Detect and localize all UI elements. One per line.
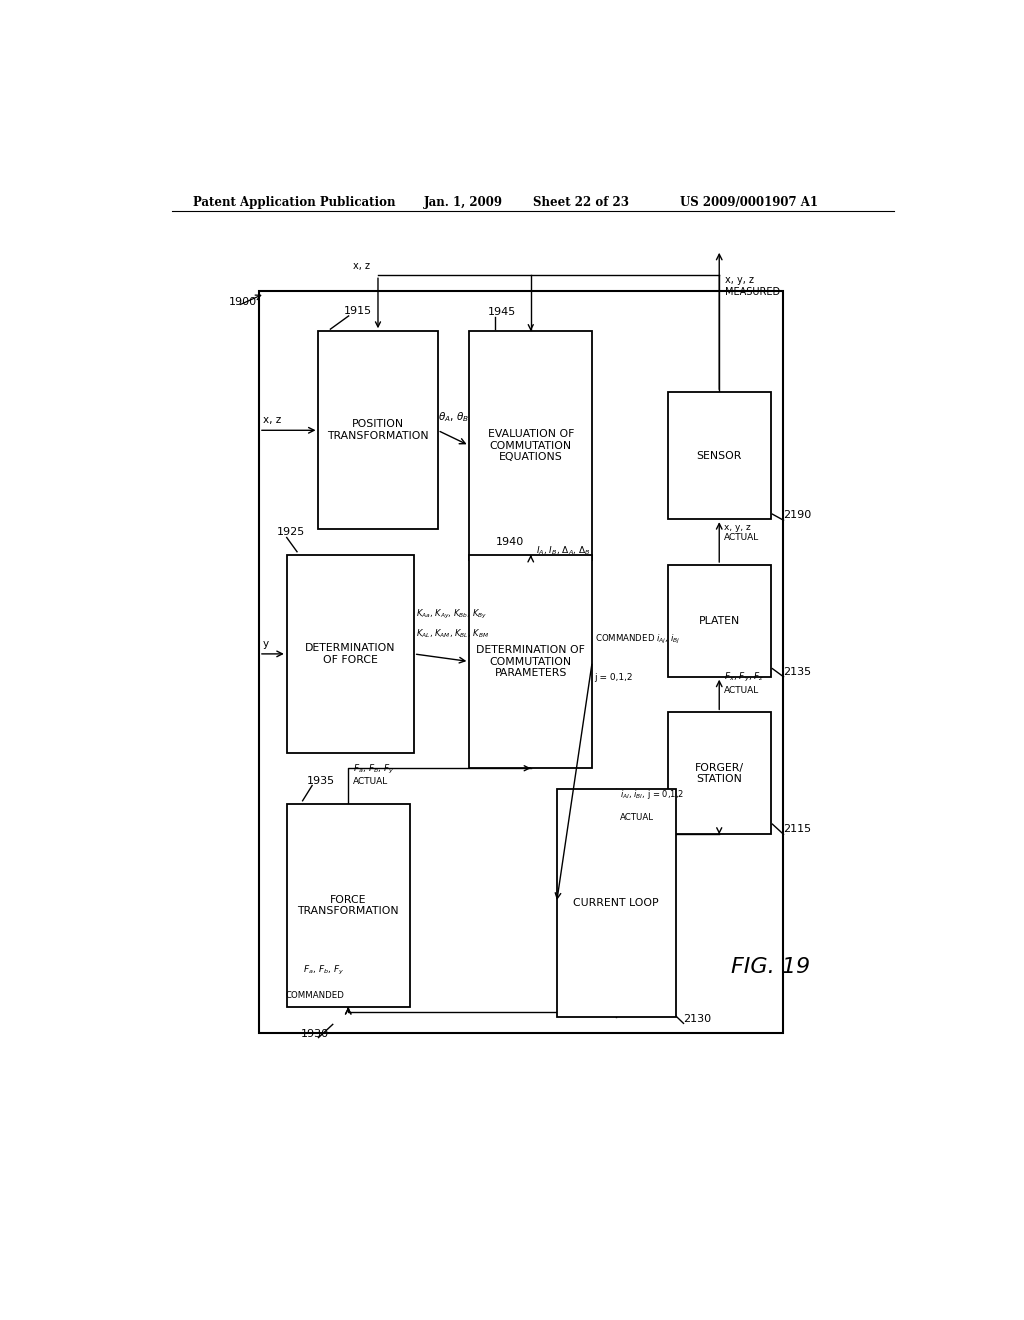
Bar xyxy=(287,804,410,1007)
Text: SENSOR: SENSOR xyxy=(696,450,742,461)
Text: 2115: 2115 xyxy=(783,824,812,834)
Text: DETERMINATION OF
COMMUTATION
PARAMETERS: DETERMINATION OF COMMUTATION PARAMETERS xyxy=(476,645,585,678)
Text: COMMANDED $i_{Aj}$, $i_{Bj}$: COMMANDED $i_{Aj}$, $i_{Bj}$ xyxy=(595,634,680,647)
Text: $F_a$, $F_b$, $F_y$
ACTUAL: $F_a$, $F_b$, $F_y$ ACTUAL xyxy=(353,763,394,785)
Text: US 2009/0001907 A1: US 2009/0001907 A1 xyxy=(680,195,817,209)
Text: FORCE
TRANSFORMATION: FORCE TRANSFORMATION xyxy=(297,895,399,916)
Text: $\theta_A$, $\theta_B$: $\theta_A$, $\theta_B$ xyxy=(437,411,469,424)
Bar xyxy=(469,331,592,560)
Text: COMMANDED: COMMANDED xyxy=(286,991,344,1001)
Bar xyxy=(318,331,437,529)
Text: Jan. 1, 2009: Jan. 1, 2009 xyxy=(424,195,503,209)
Text: x, y, z
ACTUAL: x, y, z ACTUAL xyxy=(724,523,759,543)
Text: 1945: 1945 xyxy=(488,308,516,317)
Text: EVALUATION OF
COMMUTATION
EQUATIONS: EVALUATION OF COMMUTATION EQUATIONS xyxy=(487,429,573,462)
Text: ACTUAL: ACTUAL xyxy=(620,813,654,821)
Text: $F_a$, $F_b$, $F_y$: $F_a$, $F_b$, $F_y$ xyxy=(303,964,344,977)
Text: 2190: 2190 xyxy=(783,511,812,520)
Text: POSITION
TRANSFORMATION: POSITION TRANSFORMATION xyxy=(328,420,429,441)
Text: 1915: 1915 xyxy=(344,306,372,315)
Text: $i_{Al}$, $i_{Bl}$, j = 0,1,2: $i_{Al}$, $i_{Bl}$, j = 0,1,2 xyxy=(620,788,684,801)
Bar xyxy=(668,713,771,834)
Text: 1930: 1930 xyxy=(301,1028,329,1039)
Text: x, z: x, z xyxy=(263,416,282,425)
Bar xyxy=(668,392,771,519)
Text: $I_A$, $I_B$, $\Delta_A$, $\Delta_B$: $I_A$, $I_B$, $\Delta_A$, $\Delta_B$ xyxy=(537,545,591,557)
Text: 2130: 2130 xyxy=(684,1014,712,1024)
Text: 2135: 2135 xyxy=(783,667,812,677)
Text: PLATEN: PLATEN xyxy=(698,616,740,626)
Text: 1900: 1900 xyxy=(228,297,257,306)
Text: FORGER/
STATION: FORGER/ STATION xyxy=(694,763,743,784)
Bar xyxy=(259,290,782,1032)
Text: $K_{AL}$, $K_{AM}$, $K_{BL}$, $K_{BM}$: $K_{AL}$, $K_{AM}$, $K_{BL}$, $K_{BM}$ xyxy=(416,627,489,640)
Bar xyxy=(668,565,771,677)
Text: x, y, z
MEASURED: x, y, z MEASURED xyxy=(725,276,780,297)
Text: x, z: x, z xyxy=(353,261,370,271)
Text: Sheet 22 of 23: Sheet 22 of 23 xyxy=(532,195,629,209)
Text: 1925: 1925 xyxy=(278,527,305,536)
Text: DETERMINATION
OF FORCE: DETERMINATION OF FORCE xyxy=(305,643,395,665)
Text: CURRENT LOOP: CURRENT LOOP xyxy=(573,898,658,908)
Text: 1940: 1940 xyxy=(497,537,524,546)
Bar xyxy=(469,554,592,768)
Text: FIG. 19: FIG. 19 xyxy=(731,957,810,977)
Bar xyxy=(287,554,414,752)
Bar xyxy=(557,788,676,1018)
Text: y: y xyxy=(263,639,269,649)
Text: Patent Application Publication: Patent Application Publication xyxy=(194,195,395,209)
Text: j = 0,1,2: j = 0,1,2 xyxy=(595,673,633,682)
Text: 1935: 1935 xyxy=(306,776,335,785)
Text: $F_x$, $F_y$, $F_z$
ACTUAL: $F_x$, $F_y$, $F_z$ ACTUAL xyxy=(724,671,764,694)
Text: $K_{Aa}$, $K_{Ay}$, $K_{Bb}$, $K_{By}$: $K_{Aa}$, $K_{Ay}$, $K_{Bb}$, $K_{By}$ xyxy=(416,609,487,622)
